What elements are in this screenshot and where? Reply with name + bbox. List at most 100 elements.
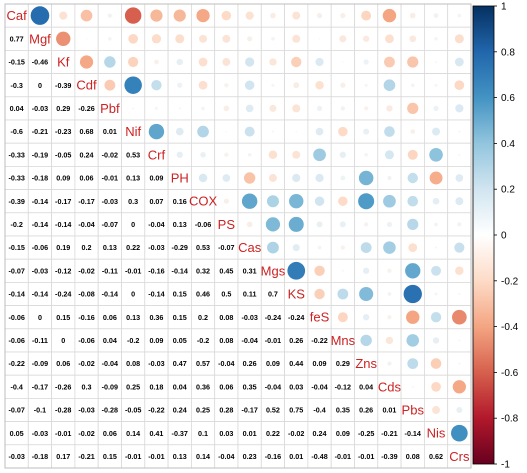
coefficient-label: -0.16 [148,266,164,275]
coefficient-label: -0.37 [172,429,188,438]
coefficient-label: -0.03 [102,197,118,206]
correlation-circle [387,175,392,181]
coefficient-label: -0.02 [102,150,118,159]
correlation-circle [104,56,116,68]
correlation-circle [406,334,420,347]
correlation-circle [287,261,306,280]
correlation-circle [387,361,392,366]
correlation-circle [56,31,71,46]
correlation-circle [267,241,279,254]
coefficient-label: 0.03 [219,429,233,438]
coefficient-label: -0.33 [8,174,24,183]
coefficient-label: -0.14 [32,220,48,229]
correlation-circle [360,334,372,347]
coefficient-label: -0.3 [10,81,22,90]
correlation-circle [173,9,186,22]
correlation-circle [364,83,368,87]
correlation-circle [270,12,276,19]
coefficient-label: -0.14 [148,290,164,299]
variable-label: Cas [238,240,262,255]
coefficient-label: 0.09 [313,359,327,368]
coefficient-label: -0.22 [8,359,24,368]
coefficient-label: -0.04 [241,336,257,345]
variable-label: Pbs [402,403,425,418]
correlation-circle [150,9,163,22]
coefficient-label: 0.06 [103,313,117,322]
correlation-circle [457,222,462,227]
coefficient-label: 0.41 [149,429,163,438]
coefficient-label: -0.03 [148,243,164,252]
coefficient-label: 0.08 [406,452,420,461]
coefficient-label: 0.06 [103,429,117,438]
correlation-circle [315,80,324,90]
coefficient-label: 0.29 [336,359,350,368]
coefficient-label: 0.29 [56,104,70,113]
coefficient-label: -0.2 [10,220,22,229]
colorbar-tick-label: 0 [501,231,507,242]
coefficient-label: 0.04 [103,336,117,345]
coefficient-label: -0.14 [55,220,71,229]
correlation-circle [315,173,324,183]
coefficient-label: -0.16 [265,452,281,461]
correlation-circle [196,8,210,23]
coefficient-label: 0.45 [219,266,233,275]
coefficient-label: -0.01 [358,452,374,461]
correlation-circle [314,265,325,276]
coefficient-label: 0.13 [126,313,140,322]
correlation-circle [221,10,232,21]
coefficient-label: -0.03 [148,359,164,368]
coefficient-label: 0.2 [198,313,208,322]
coefficient-label: -0.07 [218,243,234,252]
correlation-circle [222,34,231,43]
coefficient-label: 0.09 [336,429,350,438]
coefficient-label: 0.26 [359,406,373,415]
coefficient-label: -0.39 [55,81,71,90]
coefficient-label: 0.5 [221,290,231,299]
variable-label: Cdf [76,78,97,93]
coefficient-label: 0.08 [219,336,233,345]
coefficient-label: 0.09 [266,359,280,368]
coefficient-label: -0.6 [10,127,22,136]
coefficient-label: -0.21 [381,429,397,438]
coefficient-label: -0.24 [288,313,304,322]
colorbar-tick-label: -0.4 [501,322,519,333]
coefficient-label: 0.53 [196,243,210,252]
coefficient-label: 0.36 [149,313,163,322]
coefficient-label: 0.3 [82,382,92,391]
coefficient-label: -0.11 [102,266,118,275]
coefficient-label: -0.03 [32,266,48,275]
correlation-circle [431,381,441,392]
variable-label: Kf [57,55,70,70]
coefficient-label: 0.13 [173,452,187,461]
coefficient-label: -0.01 [125,266,141,275]
correlation-circle [452,380,466,394]
variable-label: Nif [125,124,141,139]
correlation-circle [128,56,139,68]
correlation-circle [245,11,254,20]
correlation-circle [178,107,181,110]
coefficient-label: 0.01 [289,452,303,461]
correlation-circle [383,241,396,254]
correlation-circle [340,82,346,88]
correlation-circle [409,35,417,43]
coefficient-label: -0.26 [78,104,94,113]
coefficient-label: 0.1 [198,429,208,438]
correlation-circle [316,13,323,19]
correlation-circle [293,82,300,89]
correlation-circle [433,13,439,18]
coefficient-label: 0.52 [266,406,280,415]
correlation-circle [429,148,443,162]
coefficient-label: 0.24 [313,429,327,438]
variable-label: Crf [148,147,166,162]
coefficient-label: -0.04 [218,359,234,368]
correlation-circle [363,59,369,65]
coefficient-label: 0.62 [429,452,443,461]
correlation-circle [406,310,420,324]
coefficient-label: -0.07 [8,266,24,275]
coefficient-label: 0.75 [289,406,303,415]
correlation-circle [340,13,346,19]
coefficient-label: 0.2 [82,243,92,252]
correlation-circle [383,194,396,208]
coefficient-label: -0.01 [55,429,71,438]
correlation-circle [197,125,209,138]
